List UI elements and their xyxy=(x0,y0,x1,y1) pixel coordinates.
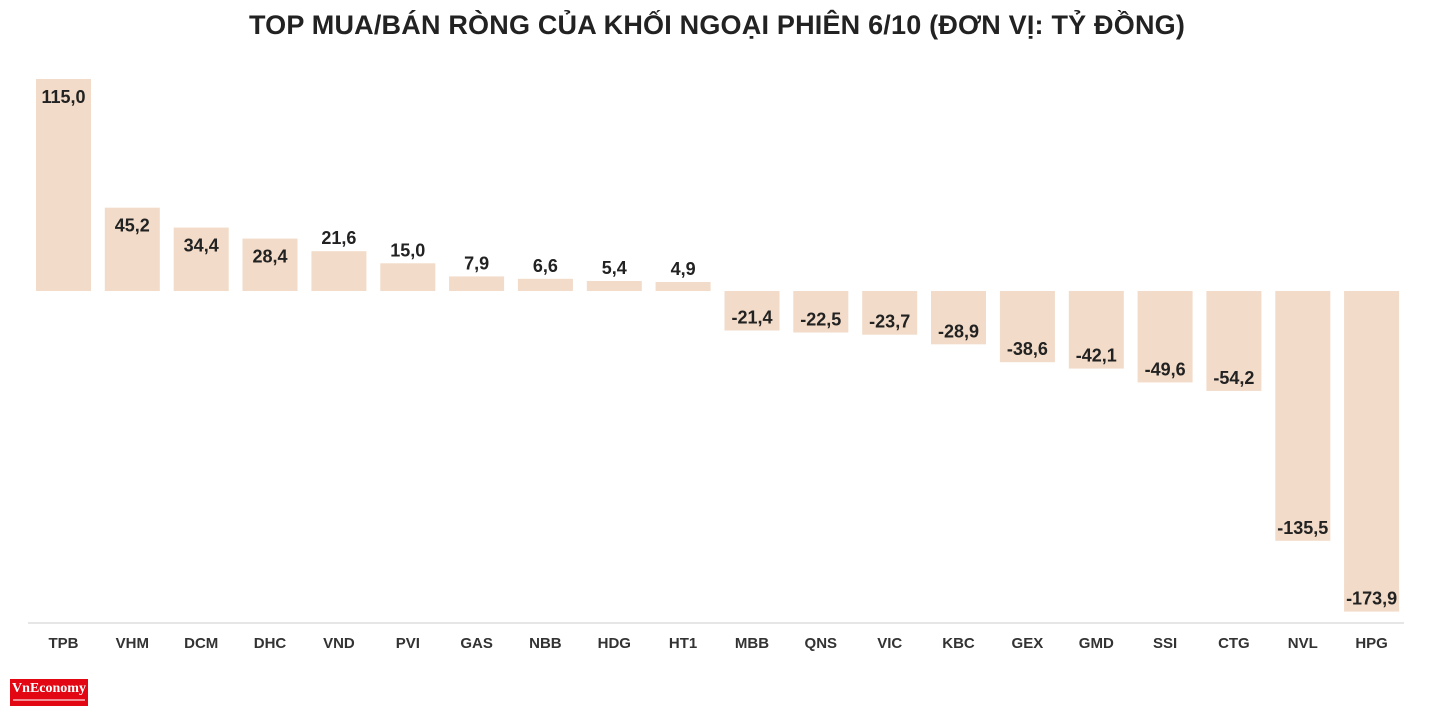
value-label-dhc: 28,4 xyxy=(252,247,287,267)
bar-hpg xyxy=(1344,291,1400,612)
x-tick-hpg: HPG xyxy=(1355,635,1388,652)
bar-gmd xyxy=(1068,291,1124,369)
x-tick-mbb: MBB xyxy=(735,635,769,652)
bar-pvi xyxy=(380,263,436,291)
value-label-dcm: 34,4 xyxy=(184,236,219,256)
bar-ht1 xyxy=(655,282,711,291)
value-label-kbc: -28,9 xyxy=(938,321,979,341)
bar-gex xyxy=(999,291,1055,363)
x-tick-ht1: HT1 xyxy=(669,635,697,652)
bar-vhm xyxy=(104,207,160,291)
value-label-vic: -23,7 xyxy=(869,312,910,332)
value-label-mbb: -21,4 xyxy=(731,308,772,328)
x-tick-ssi: SSI xyxy=(1153,635,1177,652)
value-label-qns: -22,5 xyxy=(800,310,841,330)
x-tick-hdg: HDG xyxy=(598,635,631,652)
bar-dcm xyxy=(173,227,229,291)
value-labels-group: 115,0 45,2 34,4 28,4 21,6 15,0 7,9 6,6 5,4 4,9 -21… xyxy=(41,87,1397,609)
x-tick-pvi: PVI xyxy=(396,635,420,652)
x-tick-dcm: DCM xyxy=(184,635,218,652)
x-tick-vhm: VHM xyxy=(116,635,149,652)
bar-vic xyxy=(862,291,918,335)
value-label-gmd: -42,1 xyxy=(1076,346,1117,366)
logo-subline xyxy=(13,699,85,701)
x-tick-nbb: NBB xyxy=(529,635,562,652)
x-tick-gas: GAS xyxy=(460,635,493,652)
bar-nvl xyxy=(1275,291,1331,541)
x-tick-dhc: DHC xyxy=(254,635,287,652)
bar-gas xyxy=(449,276,505,291)
x-tick-kbc: KBC xyxy=(942,635,975,652)
x-tick-ctg: CTG xyxy=(1218,635,1250,652)
value-label-vhm: 45,2 xyxy=(115,216,150,236)
x-tick-gmd: GMD xyxy=(1079,635,1114,652)
logo-text: VnEconomy xyxy=(12,681,86,696)
bars-group xyxy=(36,79,1400,612)
value-label-hdg: 5,4 xyxy=(602,258,627,278)
value-label-pvi: 15,0 xyxy=(390,240,425,260)
value-label-ht1: 4,9 xyxy=(671,259,696,279)
x-tick-nvl: NVL xyxy=(1288,635,1318,652)
x-tick-gex: GEX xyxy=(1012,635,1044,652)
value-label-hpg: -173,9 xyxy=(1346,589,1397,609)
value-label-nbb: 6,6 xyxy=(533,256,558,276)
value-label-ssi: -49,6 xyxy=(1145,359,1186,379)
value-label-tpb: 115,0 xyxy=(41,87,85,107)
value-label-nvl: -135,5 xyxy=(1277,518,1328,538)
value-label-vnd: 21,6 xyxy=(321,228,356,248)
bar-tpb xyxy=(36,79,91,291)
x-tick-vic: VIC xyxy=(877,635,902,652)
x-tick-labels-group: TPB VHM DCM DHC VND PVI GAS NBB HDG HT1 MBB QNS VIC K… xyxy=(49,635,1388,652)
bar-kbc xyxy=(931,291,986,345)
vneconomy-logo: VnEconomy xyxy=(10,679,88,706)
bar-qns xyxy=(793,291,849,333)
x-tick-qns: QNS xyxy=(805,635,838,652)
bar-ctg xyxy=(1206,291,1262,391)
bar-hdg xyxy=(586,281,642,291)
x-tick-vnd: VND xyxy=(323,635,355,652)
value-label-gex: -38,6 xyxy=(1007,339,1048,359)
bar-vnd xyxy=(311,251,367,291)
bar-mbb xyxy=(724,291,780,331)
value-label-ctg: -54,2 xyxy=(1213,368,1254,388)
value-label-gas: 7,9 xyxy=(464,253,489,273)
bar-ssi xyxy=(1137,291,1193,383)
chart-title: TOP MUA/BÁN RÒNG CỦA KHỐI NGOẠI PHIÊN 6/… xyxy=(248,10,1186,40)
x-tick-tpb: TPB xyxy=(49,635,79,652)
bar-dhc xyxy=(242,238,298,291)
bar-nbb xyxy=(517,278,573,291)
